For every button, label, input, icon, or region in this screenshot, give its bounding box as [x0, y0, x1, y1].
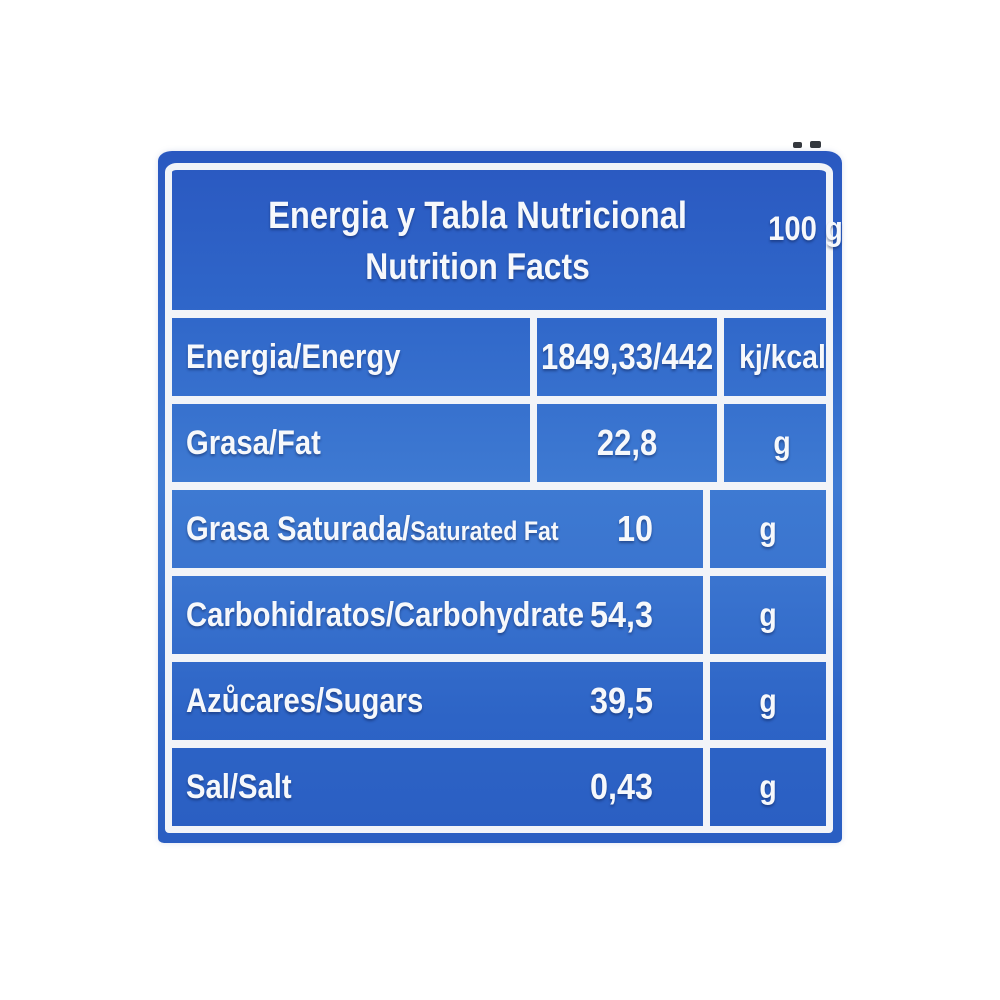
row-label: Carbohidratos/Carbohydrate [186, 595, 585, 634]
serving-size: 100 g [721, 170, 889, 310]
table-row-saturated-fat: Grasa Saturada/Saturated Fat 10 g [172, 482, 826, 568]
header-titles: Energia y Tabla Nutricional Nutrition Fa… [172, 170, 721, 310]
row-unit-cell: kj/kcal [717, 318, 840, 396]
table-row-salt: Sal/Salt 0,43 g [172, 740, 826, 826]
row-unit: kj/kcal [738, 338, 826, 375]
row-label: Grasa/Fat [186, 423, 321, 462]
row-value-cell: 1849,33/442 [530, 318, 717, 396]
row-unit: g [759, 596, 777, 633]
row-label-secondary: Saturated Fat [410, 515, 559, 546]
nutrition-label-panel: Energia y Tabla Nutricional Nutrition Fa… [158, 141, 842, 843]
row-unit: g [773, 424, 791, 461]
row-label-cell: Sal/Salt 0,43 [172, 748, 703, 826]
row-unit-cell: g [703, 490, 826, 568]
row-label: Grasa Saturada/ [186, 509, 411, 548]
row-unit: g [759, 768, 777, 805]
row-value: 0,43 [589, 766, 653, 807]
row-unit: g [759, 682, 777, 719]
header: Energia y Tabla Nutricional Nutrition Fa… [172, 170, 842, 318]
row-value-cell: 22,8 [530, 404, 717, 482]
row-label: Azůcares/Sugars [186, 681, 424, 720]
header-title-english: Nutrition Facts [365, 246, 590, 287]
panel-frame: Energia y Tabla Nutricional Nutrition Fa… [165, 163, 842, 833]
row-label-cell: Energia/Energy [172, 318, 530, 396]
row-unit-cell: g [703, 662, 826, 740]
row-value: 10 [616, 508, 653, 549]
row-value: 39,5 [589, 680, 653, 721]
row-unit-cell: g [703, 748, 826, 826]
table-row-carbohydrate: Carbohidratos/Carbohydrate 54,3 g [172, 568, 826, 654]
header-title-spanish: Energia y Tabla Nutricional [268, 195, 687, 237]
table-row-sugars: Azůcares/Sugars 39,5 g [172, 654, 826, 740]
row-value: 22,8 [596, 422, 658, 463]
package-crease-mark [793, 142, 802, 148]
row-unit-cell: g [703, 576, 826, 654]
row-label-cell: Grasa/Fat [172, 404, 530, 482]
serving-size-value: 100 g [767, 210, 843, 248]
row-unit: g [759, 510, 777, 547]
row-label-cell: Carbohidratos/Carbohydrate 54,3 [172, 576, 703, 654]
table-row-energy: Energia/Energy 1849,33/442 kj/kcal [172, 318, 826, 396]
row-value: 54,3 [589, 594, 653, 635]
nutrition-table: Energia/Energy 1849,33/442 kj/kcal Grasa… [172, 318, 826, 826]
row-label: Sal/Salt [186, 767, 292, 806]
package-crease-mark [810, 141, 821, 148]
table-row-fat: Grasa/Fat 22,8 g [172, 396, 826, 482]
row-label-cell: Azůcares/Sugars 39,5 [172, 662, 703, 740]
row-unit-cell: g [717, 404, 840, 482]
row-value: 1849,33/442 [540, 336, 714, 377]
row-label-cell: Grasa Saturada/Saturated Fat 10 [172, 490, 703, 568]
row-label: Energia/Energy [186, 337, 401, 376]
